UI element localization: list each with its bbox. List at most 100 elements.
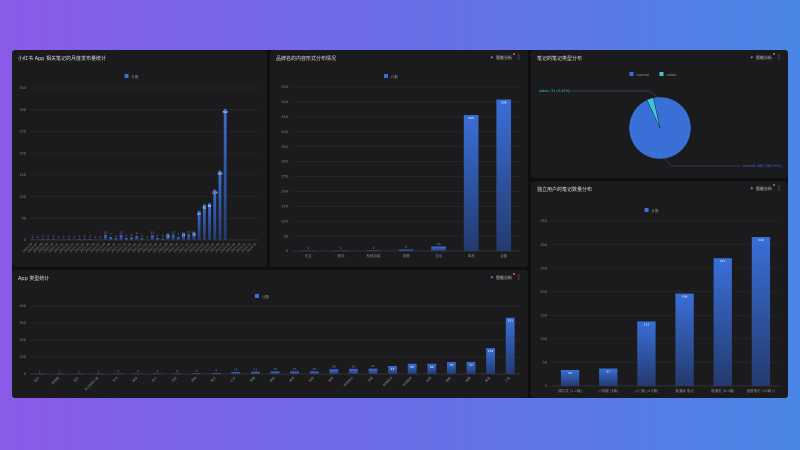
y-tick-label: 150 [19, 173, 26, 177]
data-label: 4 [141, 234, 143, 238]
y-tick-label: 300 [540, 243, 547, 247]
bar [231, 372, 241, 374]
kebab-icon[interactable]: ⋮ [516, 274, 522, 281]
data-label: 11 [150, 231, 154, 235]
x-tick-label: 2023-11 [235, 242, 247, 254]
data-label: 271 [720, 259, 726, 263]
bar [637, 321, 656, 386]
data-label: 2 [137, 369, 139, 373]
legend-swatch [659, 72, 664, 76]
bar [290, 371, 300, 374]
bar [78, 239, 81, 240]
bar [333, 250, 349, 252]
x-tick-label: 偶尔发 (1-2篇) [558, 388, 582, 393]
x-tick-label: 2022-08 [157, 242, 169, 254]
x-tick-label: 2020-08 [32, 242, 44, 254]
y-tick-label: 450 [281, 115, 288, 119]
y-tick-label: 400 [281, 130, 288, 134]
bar [41, 239, 45, 240]
data-label: 12 [119, 230, 123, 234]
data-label: 302 [222, 110, 228, 114]
data-label: 67 [197, 212, 201, 216]
bar [348, 368, 358, 374]
y-tick-label: 550 [281, 85, 288, 89]
x-tick-label: 2023-12 [240, 242, 252, 254]
y-tick-label: 100 [19, 195, 26, 199]
kebab-icon[interactable]: ⋮ [776, 54, 782, 61]
data-label: 31 [371, 364, 375, 368]
x-tick-label: 2021-12 [115, 242, 127, 254]
x-tick-label: 图片 [33, 375, 41, 383]
data-label: 15 [273, 367, 277, 371]
bar [36, 239, 40, 241]
legend-swatch [629, 72, 634, 76]
y-tick-label: 300 [19, 321, 26, 325]
x-tick-label: 2021-07 [89, 242, 101, 254]
y-tick-label: 0 [545, 384, 547, 388]
legend-label: normal [637, 73, 649, 77]
x-tick-label: 2021-04 [74, 242, 86, 254]
x-tick-label: 2023-07 [214, 242, 226, 254]
data-label: 1 [94, 235, 96, 239]
y-tick-label: 200 [281, 190, 288, 194]
ai-analysis-button[interactable]: ✦ 智能分析 [490, 52, 515, 61]
bar [31, 239, 35, 241]
y-tick-label: 100 [19, 355, 26, 359]
y-tick-label: 350 [281, 145, 288, 149]
x-tick-label: 测评 [337, 253, 344, 258]
kebab-icon[interactable]: ⋮ [516, 54, 522, 61]
x-tick-label: 入门级 (4-5篇) [635, 388, 659, 393]
sparkle-icon: ✦ [749, 54, 754, 61]
chart-title: 独立用户的笔记数量分布 [537, 187, 593, 193]
x-tick-label: 2020-09 [37, 242, 49, 254]
data-label: 5 [157, 233, 159, 237]
ai-analysis-button[interactable]: ✦ 智能分析 [490, 272, 515, 281]
x-tick-label: 社交 [229, 375, 237, 383]
bar [192, 373, 202, 374]
x-tick-label: 新闻资讯 [381, 375, 393, 387]
data-label: 160 [217, 172, 223, 176]
data-label: 6 [131, 233, 133, 237]
data-label: 19 [192, 233, 196, 237]
bar [171, 234, 175, 240]
data-label: 508 [501, 101, 507, 105]
x-tick-label: 购物 [190, 375, 198, 383]
x-tick-label: 2022-02 [126, 242, 138, 254]
pie-slice-video [646, 97, 661, 129]
bar [54, 373, 64, 375]
bar-chart: 计数 0 50 100 150 200 250 300 350 34 偶尔发 (1-2篇) 37 小规模… [540, 208, 780, 393]
ai-analysis-label: 智能分析 [496, 274, 512, 280]
data-label: 456 [468, 116, 474, 120]
bar [211, 373, 221, 374]
x-tick-label: 长文 [305, 253, 313, 258]
ai-analysis-button[interactable]: ✦ 智能分析 [749, 52, 775, 61]
x-tick-label: 重度笔记 (10篇+) [747, 388, 776, 393]
bar [300, 250, 316, 252]
y-tick-label: 250 [19, 130, 26, 134]
bar [172, 373, 182, 375]
bar [51, 239, 55, 240]
x-tick-label: 2023-08 [219, 242, 231, 254]
data-label: 1 [39, 369, 41, 373]
kebab-icon[interactable]: ⋮ [776, 185, 782, 192]
x-tick-label: 办公效率工具 [83, 375, 99, 391]
x-tick-label: 2023-10 [230, 242, 242, 254]
data-label: 5 [405, 245, 407, 249]
data-label: 196 [682, 295, 688, 299]
chart-title: 品牌名的内容形式分布情况 [276, 56, 337, 62]
bar [560, 369, 580, 386]
x-tick-label: 2022-10 [167, 242, 179, 254]
data-label: 82 [202, 205, 206, 209]
data-label: 2 [89, 235, 91, 239]
x-tick-label: 2021-02 [63, 242, 75, 254]
x-tick-label: 2023-04 [199, 242, 211, 254]
x-tick-label: 2022-09 [162, 242, 174, 254]
panel-actions: ✦ 智能分析 ⋮ [490, 52, 522, 61]
bar [197, 210, 201, 240]
x-tick-label: 教育 [484, 375, 492, 383]
x-tick-label: 2020-06 [22, 242, 34, 254]
ai-analysis-button[interactable]: ✦ 智能分析 [750, 183, 775, 192]
data-label: 1 [32, 235, 34, 239]
data-label: 137 [644, 322, 650, 326]
bar [466, 361, 476, 374]
